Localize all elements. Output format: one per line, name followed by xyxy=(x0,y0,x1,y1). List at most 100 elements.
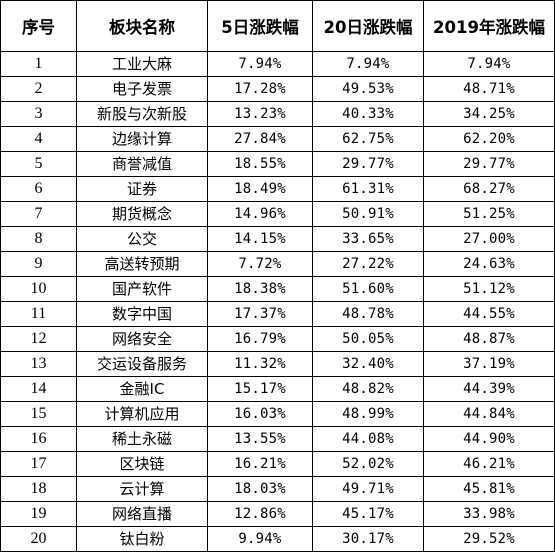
table-row: 10 国产软件 18.38% 51.60% 51.12% xyxy=(0,276,555,302)
sector-name-cell: 期货概念 xyxy=(76,201,208,227)
change-5day-cell: 11.32% xyxy=(207,351,313,377)
table-row: 17 区块链 16.21% 52.02% 46.21% xyxy=(0,451,555,477)
change-2019-cell: 44.84% xyxy=(423,401,555,427)
change-5day-cell: 18.49% xyxy=(207,176,313,202)
change-5day-cell: 7.72% xyxy=(207,251,313,277)
change-5day-cell: 14.96% xyxy=(207,201,313,227)
row-index-cell: 7 xyxy=(0,201,77,227)
sector-name-cell: 计算机应用 xyxy=(76,401,208,427)
change-5day-cell: 16.79% xyxy=(207,326,313,352)
change-2019-cell: 33.98% xyxy=(423,501,555,527)
change-5day-cell: 16.21% xyxy=(207,451,313,477)
sector-name-cell: 新股与次新股 xyxy=(76,101,208,127)
change-5day-cell: 15.17% xyxy=(207,376,313,402)
row-index-cell: 9 xyxy=(0,251,77,277)
change-2019-cell: 27.00% xyxy=(423,226,555,252)
table-row: 14 金融IC 15.17% 48.82% 44.39% xyxy=(0,376,555,402)
sector-name-cell: 高送转预期 xyxy=(76,251,208,277)
change-20day-cell: 33.65% xyxy=(312,226,424,252)
table-row: 13 交运设备服务 11.32% 32.40% 37.19% xyxy=(0,351,555,377)
change-2019-cell: 44.90% xyxy=(423,426,555,452)
table-row: 20 钛白粉 9.94% 30.17% 29.52% xyxy=(0,526,555,552)
change-2019-cell: 34.25% xyxy=(423,101,555,127)
change-2019-cell: 51.12% xyxy=(423,276,555,302)
change-2019-cell: 46.21% xyxy=(423,451,555,477)
sector-name-cell: 公交 xyxy=(76,226,208,252)
change-5day-cell: 18.03% xyxy=(207,476,313,502)
change-5day-cell: 17.37% xyxy=(207,301,313,327)
change-5day-cell: 13.23% xyxy=(207,101,313,127)
change-2019-cell: 7.94% xyxy=(423,51,555,77)
sector-name-cell: 证券 xyxy=(76,176,208,202)
sector-name-cell: 网络直播 xyxy=(76,501,208,527)
change-20day-cell: 30.17% xyxy=(312,526,424,552)
change-20day-cell: 49.71% xyxy=(312,476,424,502)
sector-name-cell: 云计算 xyxy=(76,476,208,502)
table-row: 11 数字中国 17.37% 48.78% 44.55% xyxy=(0,301,555,327)
change-2019-cell: 29.52% xyxy=(423,526,555,552)
table-row: 5 商誉减值 18.55% 29.77% 29.77% xyxy=(0,151,555,177)
change-2019-cell: 48.71% xyxy=(423,76,555,102)
header-sector-name: 板块名称 xyxy=(76,0,208,52)
row-index-cell: 19 xyxy=(0,501,77,527)
change-2019-cell: 44.39% xyxy=(423,376,555,402)
change-20day-cell: 27.22% xyxy=(312,251,424,277)
row-index-cell: 15 xyxy=(0,401,77,427)
change-20day-cell: 51.60% xyxy=(312,276,424,302)
sector-name-cell: 数字中国 xyxy=(76,301,208,327)
row-index-cell: 17 xyxy=(0,451,77,477)
change-20day-cell: 29.77% xyxy=(312,151,424,177)
change-5day-cell: 17.28% xyxy=(207,76,313,102)
change-2019-cell: 45.81% xyxy=(423,476,555,502)
table-row: 1 工业大麻 7.94% 7.94% 7.94% xyxy=(0,51,555,77)
sector-name-cell: 区块链 xyxy=(76,451,208,477)
change-2019-cell: 48.87% xyxy=(423,326,555,352)
table-body: 1 工业大麻 7.94% 7.94% 7.94% 2 电子发票 17.28% 49.53% 48.… xyxy=(0,51,555,552)
change-5day-cell: 18.38% xyxy=(207,276,313,302)
row-index-cell: 2 xyxy=(0,76,77,102)
table-row: 8 公交 14.15% 33.65% 27.00% xyxy=(0,226,555,252)
change-5day-cell: 14.15% xyxy=(207,226,313,252)
change-20day-cell: 62.75% xyxy=(312,126,424,152)
row-index-cell: 14 xyxy=(0,376,77,402)
row-index-cell: 3 xyxy=(0,101,77,127)
row-index-cell: 16 xyxy=(0,426,77,452)
change-20day-cell: 48.99% xyxy=(312,401,424,427)
change-20day-cell: 48.78% xyxy=(312,301,424,327)
row-index-cell: 11 xyxy=(0,301,77,327)
change-20day-cell: 49.53% xyxy=(312,76,424,102)
change-2019-cell: 24.63% xyxy=(423,251,555,277)
change-20day-cell: 50.91% xyxy=(312,201,424,227)
row-index-cell: 10 xyxy=(0,276,77,302)
change-2019-cell: 51.25% xyxy=(423,201,555,227)
change-20day-cell: 45.17% xyxy=(312,501,424,527)
sector-name-cell: 钛白粉 xyxy=(76,526,208,552)
change-2019-cell: 37.19% xyxy=(423,351,555,377)
change-20day-cell: 61.31% xyxy=(312,176,424,202)
table-row: 16 稀土永磁 13.55% 44.08% 44.90% xyxy=(0,426,555,452)
sector-name-cell: 金融IC xyxy=(76,376,208,402)
table-row: 9 高送转预期 7.72% 27.22% 24.63% xyxy=(0,251,555,277)
change-20day-cell: 48.82% xyxy=(312,376,424,402)
table-row: 2 电子发票 17.28% 49.53% 48.71% xyxy=(0,76,555,102)
change-2019-cell: 44.55% xyxy=(423,301,555,327)
table-row: 6 证券 18.49% 61.31% 68.27% xyxy=(0,176,555,202)
change-2019-cell: 62.20% xyxy=(423,126,555,152)
change-5day-cell: 12.86% xyxy=(207,501,313,527)
change-5day-cell: 16.03% xyxy=(207,401,313,427)
change-5day-cell: 18.55% xyxy=(207,151,313,177)
change-20day-cell: 50.05% xyxy=(312,326,424,352)
change-5day-cell: 27.84% xyxy=(207,126,313,152)
table-row: 4 边缘计算 27.84% 62.75% 62.20% xyxy=(0,126,555,152)
sector-name-cell: 交运设备服务 xyxy=(76,351,208,377)
row-index-cell: 18 xyxy=(0,476,77,502)
change-5day-cell: 9.94% xyxy=(207,526,313,552)
sector-name-cell: 网络安全 xyxy=(76,326,208,352)
header-2019-change: 2019年涨跌幅 xyxy=(423,0,555,52)
change-20day-cell: 40.33% xyxy=(312,101,424,127)
row-index-cell: 6 xyxy=(0,176,77,202)
row-index-cell: 1 xyxy=(0,51,77,77)
row-index-cell: 8 xyxy=(0,226,77,252)
table-row: 19 网络直播 12.86% 45.17% 33.98% xyxy=(0,501,555,527)
row-index-cell: 5 xyxy=(0,151,77,177)
